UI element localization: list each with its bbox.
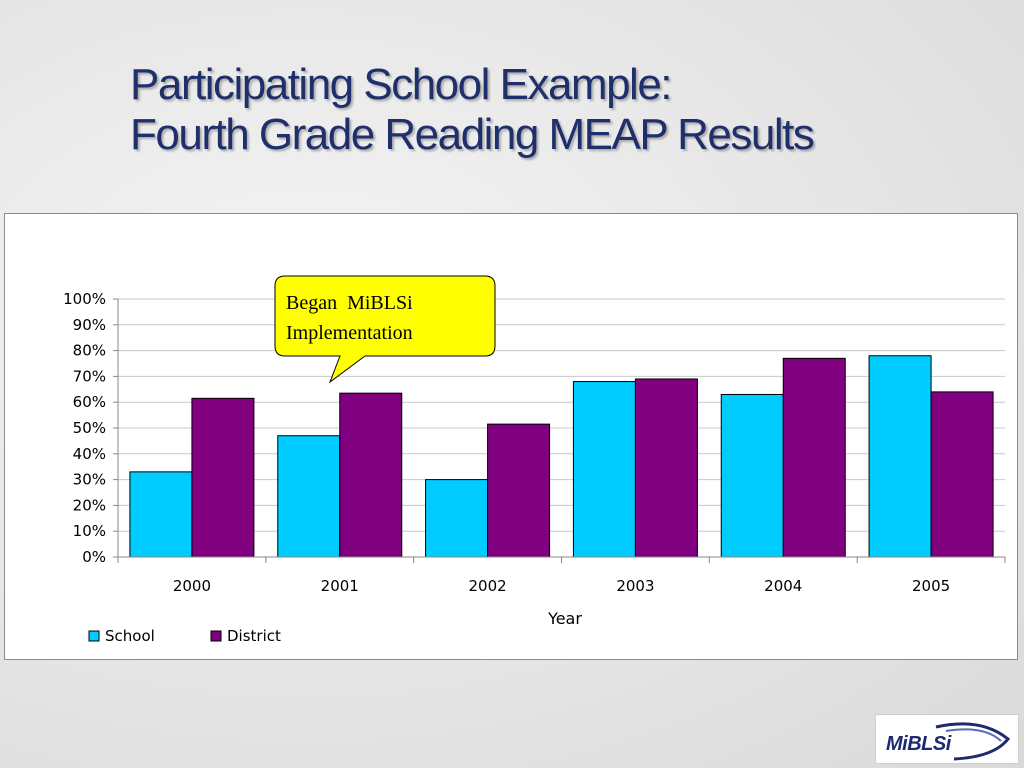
y-tick-label: 20% <box>73 496 106 514</box>
bars <box>129 355 994 558</box>
bar-school-2000 <box>129 471 193 558</box>
title-line-2: Fourth Grade Reading MEAP Results <box>130 110 815 159</box>
bar-district-2000 <box>191 397 255 558</box>
bar-chart: 0%10%20%30%40%50%60%70%80%90%100% 2000 20… <box>63 275 1006 645</box>
gridlines <box>118 298 1005 558</box>
y-tick-label: 10% <box>73 522 106 540</box>
legend: School District <box>88 627 281 645</box>
bar-school-2004 <box>720 393 784 558</box>
y-tick-label: 90% <box>73 316 106 334</box>
bar-district-2002 <box>487 423 551 558</box>
y-tick-label: 80% <box>73 342 106 360</box>
callout-line-2: Implementation <box>286 322 413 344</box>
callout-line-1: Began MiBLSi <box>286 292 413 314</box>
y-tick-label: 0% <box>82 548 106 566</box>
x-tick-label: 2002 <box>468 577 506 595</box>
slide-title: Participating School Example: Fourth Gra… <box>130 60 1010 160</box>
y-tick-labels: 0% 10% 20% 30% 40% 50% 60% 70% 80% 90% 100% <box>63 290 106 566</box>
bar-district-2003 <box>634 378 698 558</box>
y-tick-label: 30% <box>73 471 106 489</box>
x-tick-label: 2005 <box>912 577 950 595</box>
callout-bubble <box>274 275 496 384</box>
miblsi-logo: MiBLSi <box>875 714 1019 764</box>
y-tick-label: 50% <box>73 419 106 437</box>
bar-district-2005 <box>930 391 994 558</box>
bar-district-2001 <box>339 392 403 558</box>
bar-district-2004 <box>782 357 846 558</box>
y-tick-label: 60% <box>73 393 106 411</box>
axes <box>113 298 1006 563</box>
x-tick-label: 2003 <box>616 577 654 595</box>
y-tick-label: 70% <box>73 367 106 385</box>
legend-label-district: District <box>227 627 281 645</box>
bar-school-2002 <box>425 479 489 558</box>
x-axis-title: Year <box>547 609 582 628</box>
x-tick-label: 2004 <box>764 577 802 595</box>
bar-school-2005 <box>868 355 932 558</box>
bar-school-2003 <box>572 381 636 558</box>
x-tick-labels: 2000 2001 2002 2003 2004 2005 <box>173 577 950 595</box>
bar-school-2001 <box>277 435 341 558</box>
x-tick-label: 2001 <box>321 577 359 595</box>
legend-swatch-district <box>210 630 222 642</box>
callout: Began MiBLSi Implementation <box>274 275 496 384</box>
legend-label-school: School <box>105 627 155 645</box>
title-line-1: Participating School Example: <box>130 60 673 109</box>
legend-swatch-school <box>88 630 100 642</box>
logo-swoosh-icon <box>935 722 1011 761</box>
y-tick-label: 40% <box>73 445 106 463</box>
x-tick-label: 2000 <box>173 577 211 595</box>
y-tick-label: 100% <box>63 290 106 308</box>
chart-area: 0% 10% 20% 30% 40% 50% 60% 70% 80% 90% 100% 2000 20… <box>4 213 1018 660</box>
logo-text: MiBLSi <box>886 733 951 755</box>
